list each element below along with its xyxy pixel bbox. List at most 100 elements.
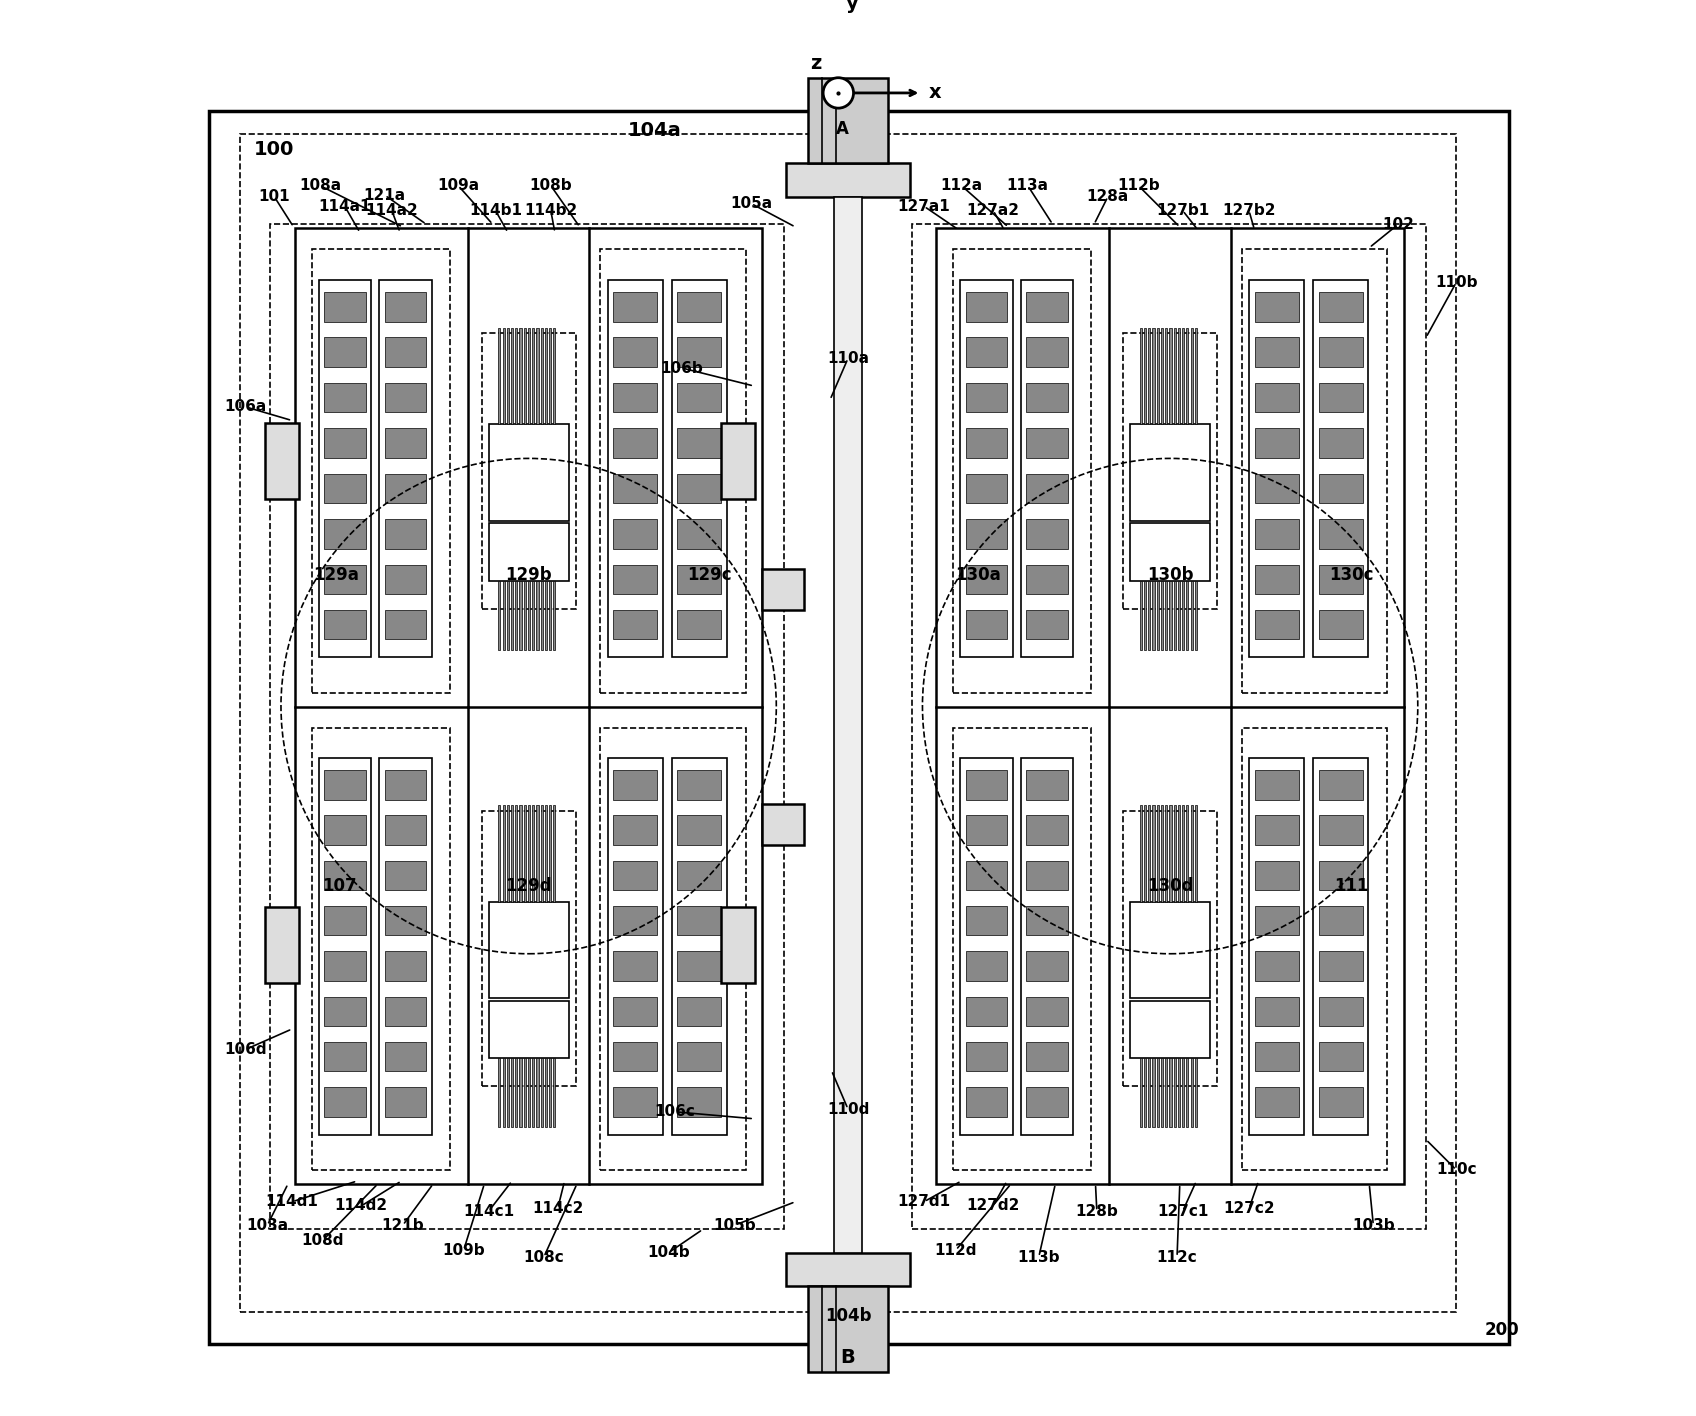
Bar	[1191, 1058, 1192, 1127]
Bar	[209, 110, 1509, 1344]
Bar	[499, 581, 500, 650]
Bar	[324, 861, 366, 891]
Bar	[536, 806, 539, 902]
Bar	[1148, 1058, 1150, 1127]
Text: 103a: 103a	[246, 1218, 288, 1233]
Bar	[553, 329, 556, 425]
Bar	[834, 197, 862, 1253]
Bar	[1313, 759, 1369, 1134]
Bar	[324, 997, 366, 1027]
Bar	[1187, 1058, 1189, 1127]
Bar	[614, 952, 658, 981]
Text: 104b: 104b	[824, 1307, 872, 1325]
Bar	[553, 1058, 556, 1127]
Text: 105b: 105b	[714, 1218, 756, 1233]
Bar	[499, 806, 500, 902]
Text: 200: 200	[1484, 1321, 1520, 1340]
Bar	[1179, 806, 1180, 902]
Bar	[1196, 806, 1197, 902]
Bar	[1191, 329, 1192, 425]
Bar	[1145, 1058, 1146, 1127]
Text: 109a: 109a	[438, 178, 480, 193]
Bar	[516, 806, 517, 902]
Bar	[319, 280, 371, 657]
Bar	[614, 565, 658, 595]
Bar	[1026, 292, 1068, 321]
Bar	[527, 329, 531, 425]
Bar	[965, 565, 1007, 595]
Bar	[1255, 816, 1299, 845]
Bar	[499, 329, 500, 425]
Bar	[1255, 337, 1299, 367]
Bar	[1026, 1087, 1068, 1117]
Bar	[1187, 581, 1189, 650]
Bar	[385, 565, 426, 595]
Bar	[385, 861, 426, 891]
Bar	[1026, 1042, 1068, 1072]
Text: 106c: 106c	[655, 1104, 695, 1119]
Bar	[1165, 1058, 1167, 1127]
Bar	[1174, 806, 1175, 902]
Bar	[1255, 428, 1299, 457]
Bar	[1318, 997, 1364, 1027]
Bar	[960, 759, 1013, 1134]
Bar	[1318, 382, 1364, 412]
Bar	[488, 524, 568, 581]
Text: 127c2: 127c2	[1223, 1201, 1275, 1216]
Bar	[1196, 329, 1197, 425]
Bar	[536, 581, 539, 650]
Bar	[1026, 474, 1068, 503]
Bar	[524, 806, 526, 902]
Bar	[385, 906, 426, 936]
Text: 114a1: 114a1	[319, 198, 371, 214]
Bar	[965, 997, 1007, 1027]
Bar	[1026, 428, 1068, 457]
Bar	[324, 474, 366, 503]
Bar	[1179, 1058, 1180, 1127]
Bar	[1157, 581, 1158, 650]
Bar	[953, 728, 1092, 1170]
Text: 128a: 128a	[1087, 190, 1130, 204]
Bar	[1021, 759, 1074, 1134]
Bar	[544, 806, 548, 902]
Bar	[614, 382, 658, 412]
Bar	[1179, 329, 1180, 425]
Bar	[1318, 906, 1364, 936]
Bar	[965, 816, 1007, 845]
Text: 104b: 104b	[646, 1245, 690, 1260]
Bar	[510, 581, 514, 650]
Bar	[544, 329, 548, 425]
Bar	[965, 337, 1007, 367]
Bar	[677, 337, 721, 367]
Text: 101: 101	[258, 190, 290, 204]
Bar	[1123, 811, 1218, 1086]
Circle shape	[823, 78, 853, 108]
Bar	[614, 997, 658, 1027]
Bar	[1318, 1087, 1364, 1117]
Text: z: z	[811, 54, 823, 74]
Text: 114d2: 114d2	[334, 1198, 388, 1214]
Bar	[1174, 581, 1175, 650]
Bar	[502, 329, 505, 425]
Text: 127b1: 127b1	[1157, 202, 1209, 218]
Bar	[1157, 1058, 1158, 1127]
Bar	[965, 610, 1007, 640]
Text: 112d: 112d	[934, 1243, 977, 1257]
Text: 108d: 108d	[302, 1233, 344, 1247]
Bar	[1255, 1042, 1299, 1072]
Bar	[614, 520, 658, 548]
Bar	[1026, 565, 1068, 595]
Text: B: B	[841, 1348, 855, 1368]
Bar	[510, 329, 514, 425]
Bar	[324, 292, 366, 321]
Bar	[510, 1058, 514, 1127]
Bar	[1162, 329, 1163, 425]
Bar	[550, 1058, 551, 1127]
Bar	[385, 997, 426, 1027]
Bar	[507, 581, 509, 650]
Bar	[324, 610, 366, 640]
Bar	[516, 329, 517, 425]
Bar	[324, 428, 366, 457]
Bar	[385, 770, 426, 800]
Bar	[807, 78, 889, 163]
